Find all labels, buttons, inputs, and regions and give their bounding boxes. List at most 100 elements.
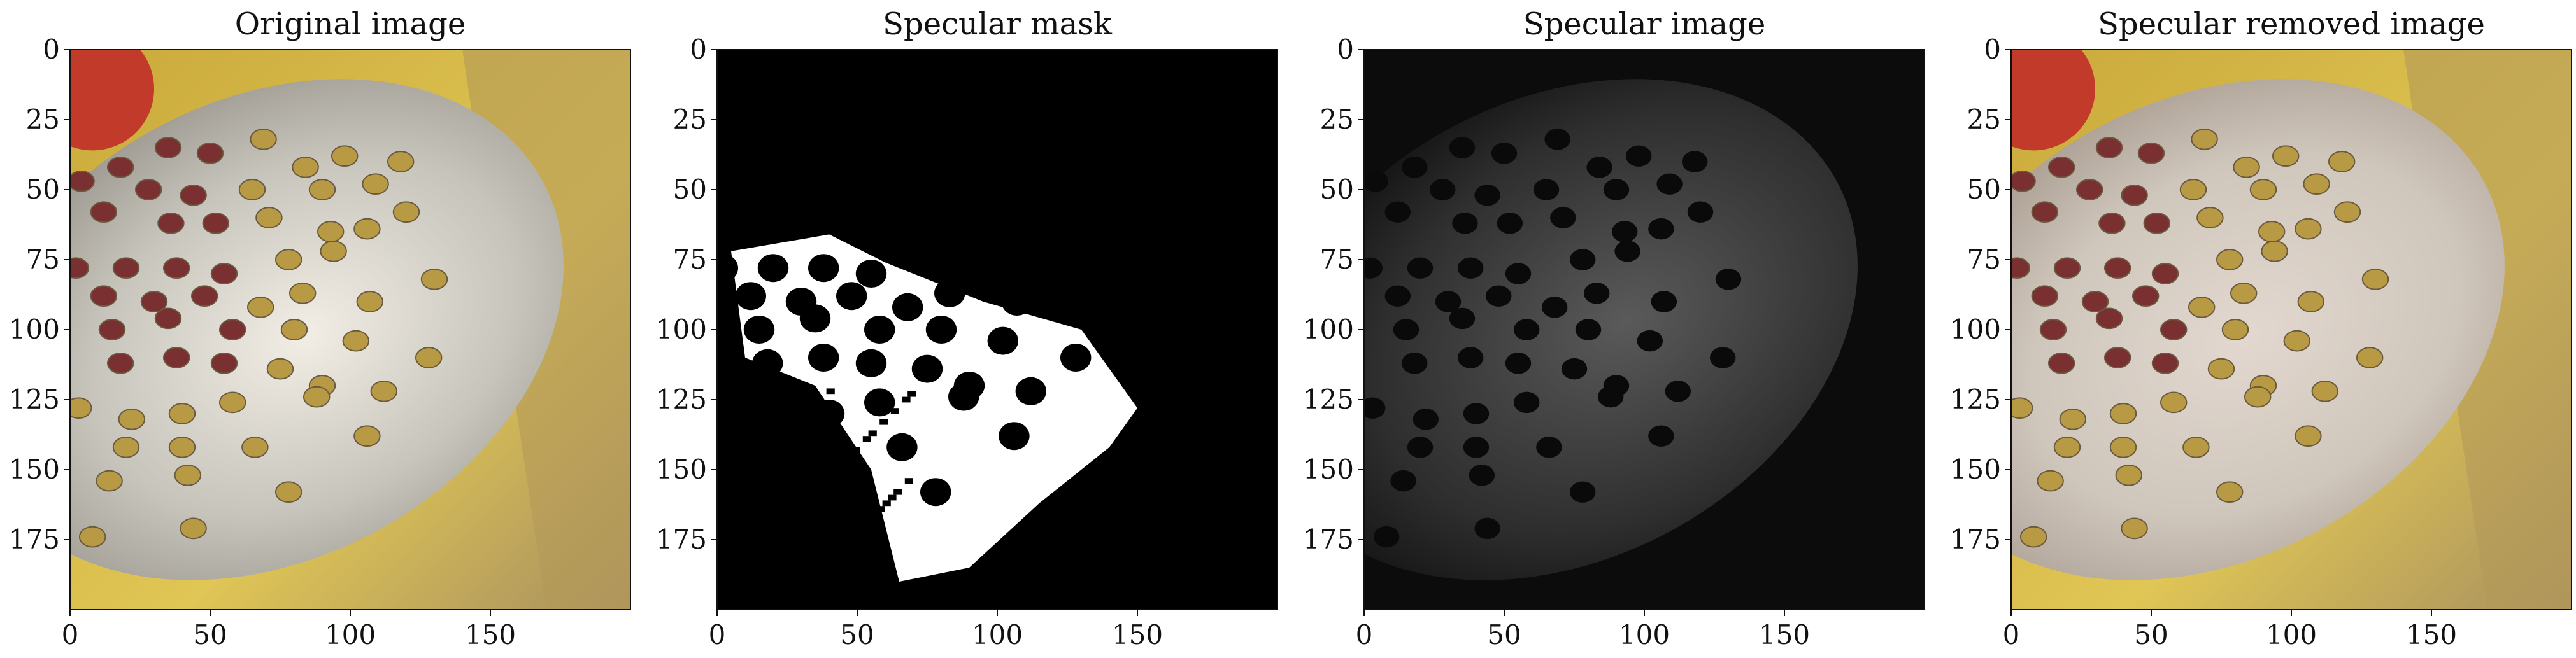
grater-hole: [2272, 145, 2300, 167]
x-tick-label: 100: [2266, 619, 2317, 650]
mask-hole: [836, 282, 867, 311]
y-tick-label: 150: [656, 454, 707, 485]
y-tick-label: 75: [1967, 244, 2001, 275]
grater-hole: [2031, 285, 2059, 307]
mask-hole: [886, 433, 918, 461]
specular-hole: [1687, 201, 1714, 223]
grater-hole: [2109, 403, 2137, 424]
grater-hole: [2249, 179, 2277, 200]
specular-hole: [1569, 249, 1596, 270]
specular-hole: [1651, 291, 1677, 312]
mask-hole: [757, 254, 789, 283]
specular-hole: [1452, 213, 1478, 234]
y-tick-label: 75: [26, 244, 60, 275]
x-tick-label: 50: [1487, 619, 1521, 650]
grater-hole: [2230, 282, 2258, 304]
grater-hole: [370, 380, 398, 402]
specular-hole: [1435, 291, 1462, 312]
grater-hole: [2303, 173, 2330, 195]
y-tick-label: 0: [1337, 34, 1354, 65]
specular-hole: [1656, 173, 1683, 195]
specular-hole: [1561, 358, 1588, 380]
specular-hole: [1384, 201, 1411, 223]
panel-title: Specular image: [1523, 6, 1766, 42]
mask-hole: [743, 316, 775, 344]
specular-hole: [1457, 257, 1484, 279]
red-logo-shape: [2011, 50, 2095, 151]
grater-hole: [98, 319, 126, 340]
specular-hole: [1544, 129, 1570, 150]
grater-hole: [70, 397, 92, 419]
grater-hole: [112, 436, 140, 458]
x-tick-label: 0: [62, 619, 79, 650]
grater-hole: [70, 257, 90, 279]
specular-hole: [1401, 353, 1428, 374]
grater-hole: [162, 347, 190, 368]
specular-hole: [1648, 425, 1674, 447]
mask-hole: [763, 405, 794, 433]
grater-hole: [2297, 291, 2325, 312]
image-content: [1364, 50, 1925, 610]
specular-hole: [1413, 409, 1439, 430]
grater-hole: [302, 386, 331, 408]
grater-hole: [2295, 218, 2322, 240]
y-tick-label: 150: [1303, 454, 1354, 485]
specular-hole: [1715, 269, 1742, 290]
mask-hole: [717, 254, 738, 283]
mask-hole: [1015, 377, 1046, 405]
x-tick-label: 100: [1619, 619, 1670, 650]
grater-hole: [2037, 470, 2064, 492]
grater-hole: [356, 291, 384, 312]
specular-hole: [1665, 381, 1691, 402]
grater-hole: [392, 201, 420, 223]
grater-hole: [180, 517, 207, 540]
specular-hole: [1393, 319, 1420, 340]
y-tick-label: 175: [9, 524, 60, 555]
mask-hole: [808, 344, 839, 372]
grater-hole: [2333, 201, 2361, 223]
grater-hole: [2098, 212, 2126, 234]
specular-hole: [1569, 481, 1596, 503]
y-tick-label: 0: [43, 34, 60, 65]
red-logo-shape: [70, 50, 154, 151]
grater-hole: [2221, 319, 2249, 340]
grater-hole: [180, 184, 207, 206]
specular-hole: [1463, 437, 1490, 458]
panel-plot: 0 25 50 75 100 125 150 175 0 50 100 150: [1950, 34, 2572, 650]
specular-hole: [1541, 297, 1568, 318]
specular-hole: [1407, 257, 1434, 279]
specular-hole: [1709, 347, 1736, 368]
grater-hole: [246, 296, 274, 318]
specular-hole: [1505, 353, 1532, 374]
mask-hole: [911, 354, 943, 383]
mask-hole: [735, 282, 766, 311]
specular-hole: [1513, 391, 1540, 414]
grater-hole: [292, 156, 319, 178]
y-tick-label: 125: [1303, 384, 1354, 415]
grater-hole: [2328, 151, 2356, 172]
mask-hole: [999, 422, 1030, 451]
grater-hole: [90, 201, 118, 223]
grater-hole: [2196, 207, 2224, 228]
grater-hole: [174, 464, 202, 486]
x-tick-label: 100: [972, 619, 1023, 650]
grater-hole: [168, 436, 196, 458]
panel-specular-removed-image: Specular removed image 0 25 50 75 100 125 150 1…: [1950, 0, 2576, 658]
grater-hole: [162, 257, 190, 279]
mask-hole: [813, 433, 845, 461]
y-tick-label: 25: [26, 104, 60, 135]
mask-hole: [799, 304, 831, 333]
y-tick-label: 175: [656, 524, 707, 555]
specular-hole: [1603, 179, 1630, 200]
y-tick-label: 100: [9, 314, 60, 345]
y-tick-label: 0: [690, 34, 707, 65]
grater-hole: [280, 319, 308, 340]
grater-hole: [202, 212, 230, 234]
grater-hole: [2103, 257, 2131, 279]
x-tick-label: 0: [1356, 619, 1373, 650]
grater-hole: [218, 391, 246, 414]
y-tick-label: 75: [673, 244, 707, 275]
y-tick-label: 50: [1967, 174, 2001, 205]
grater-hole: [2053, 257, 2081, 279]
specular-hole: [1449, 137, 1476, 158]
